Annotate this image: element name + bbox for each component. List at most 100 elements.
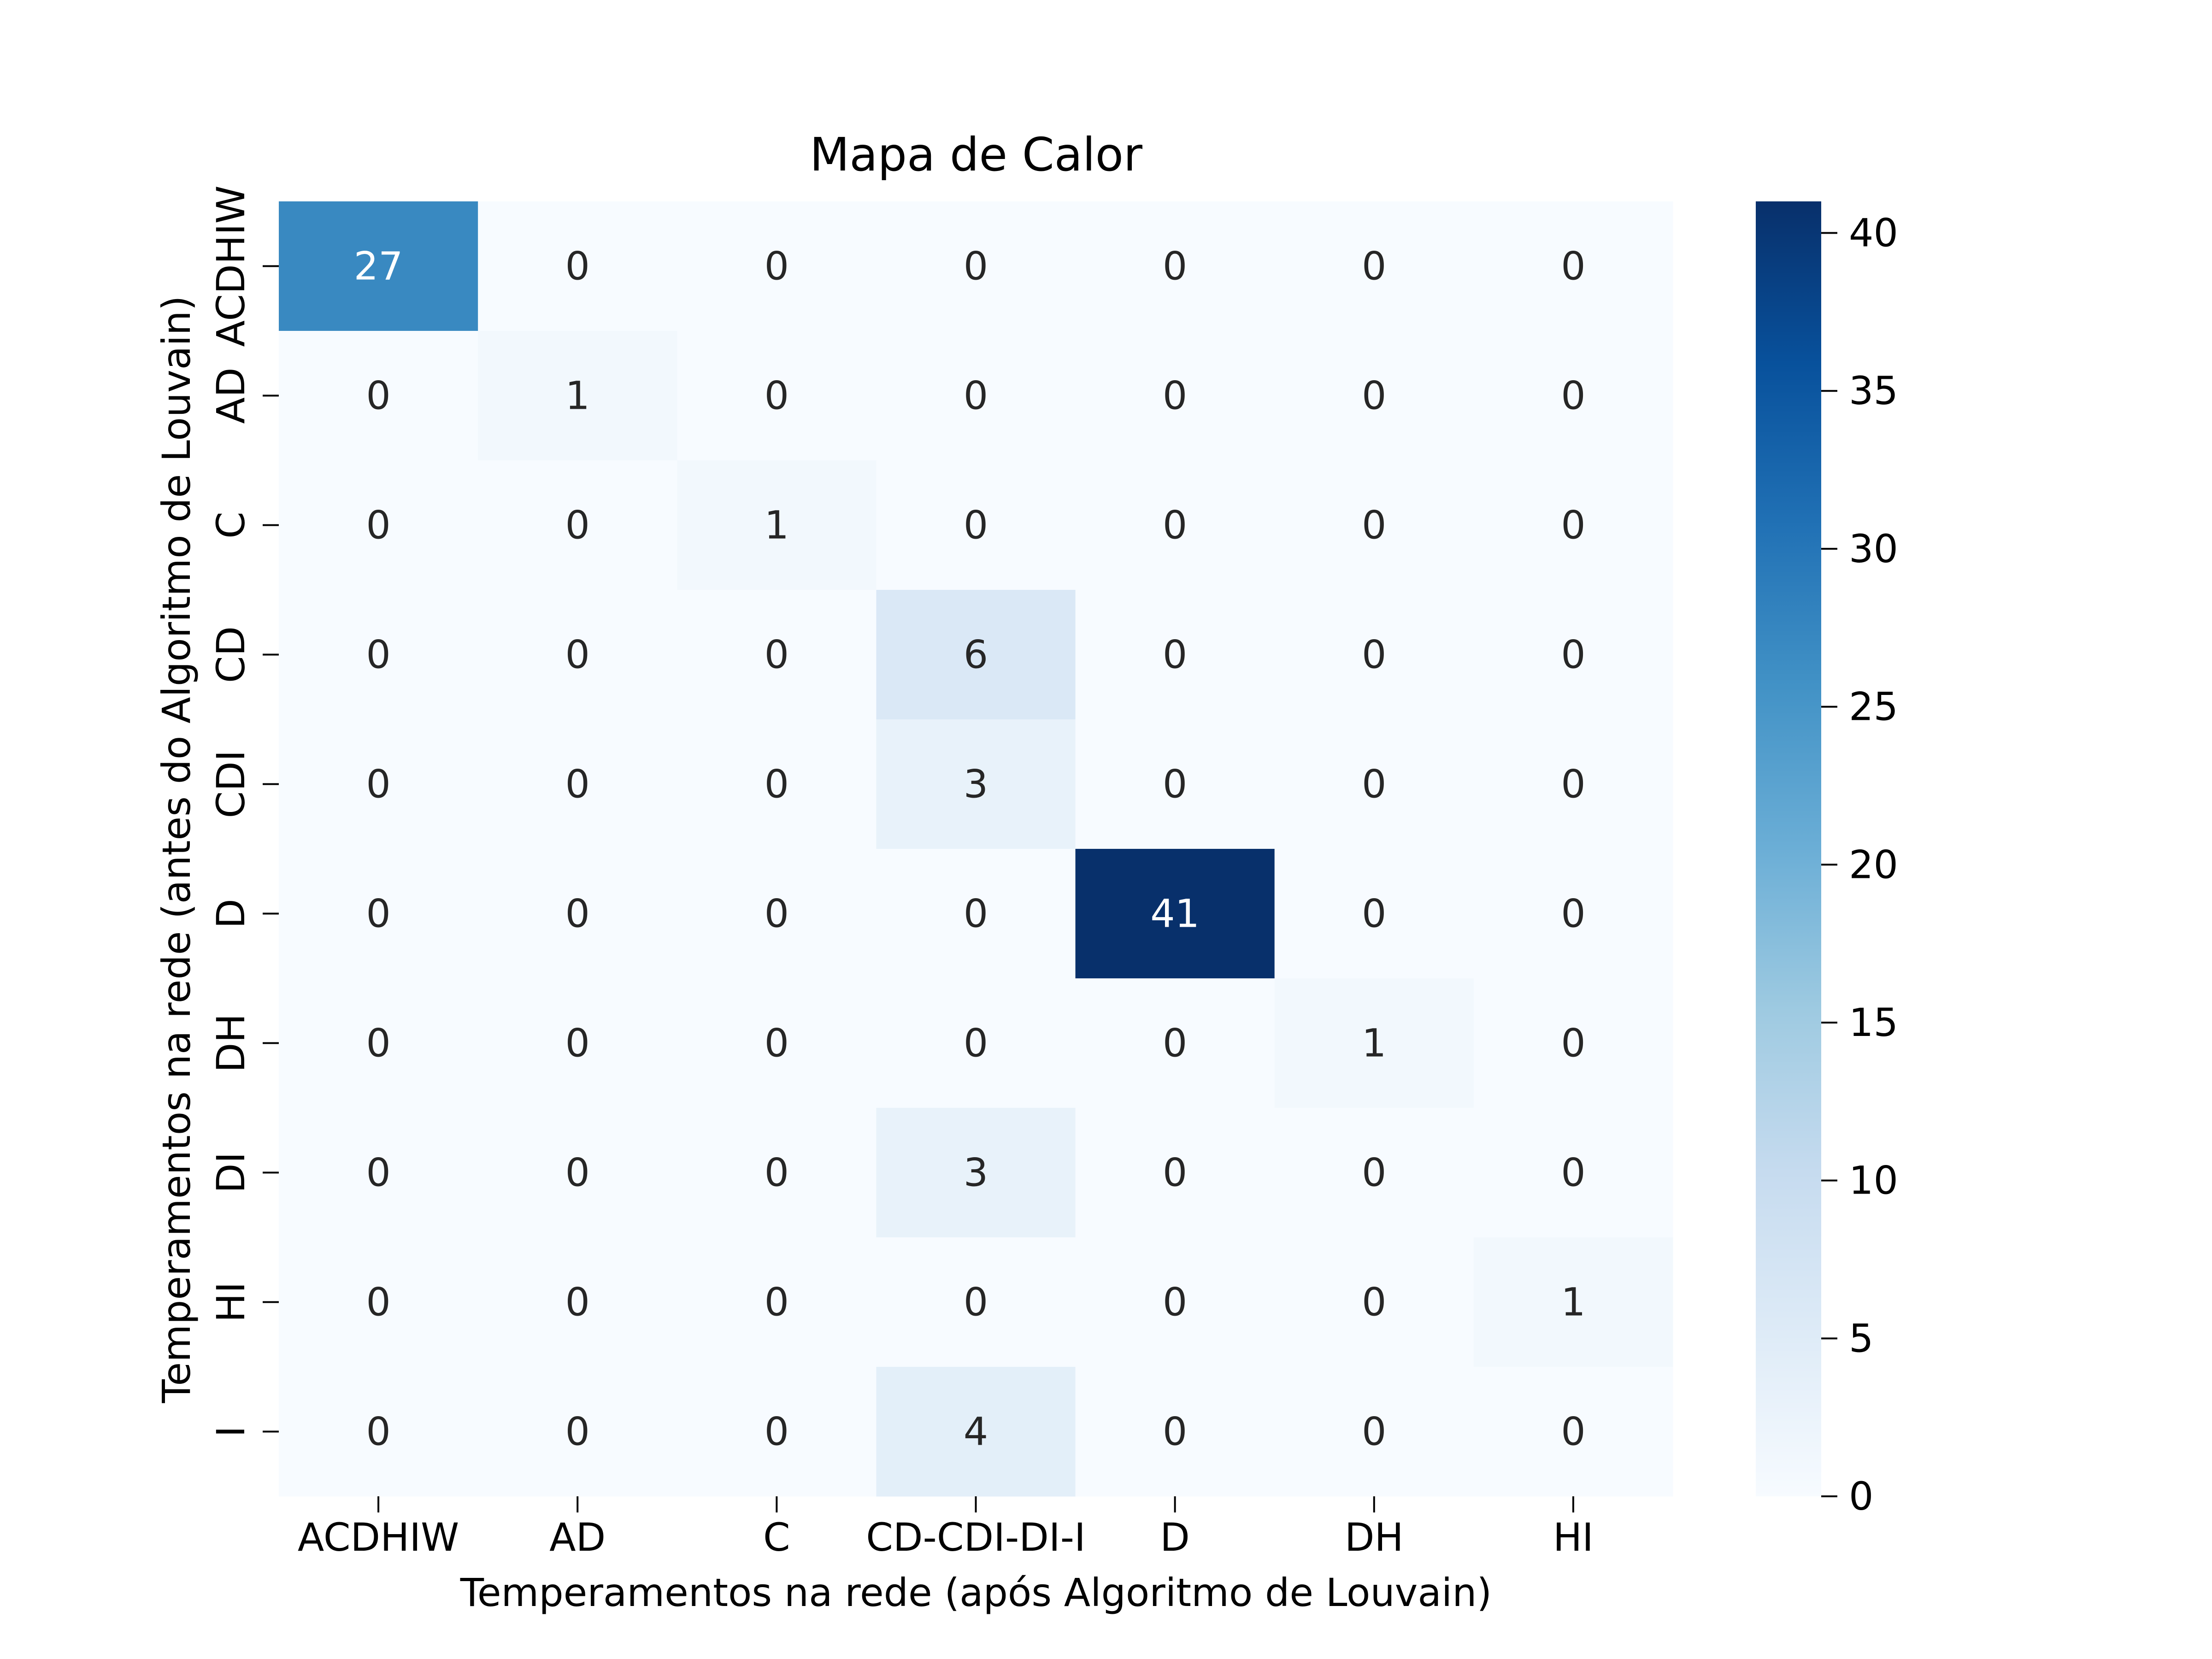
cell-value-label: 0 [765,1021,789,1066]
heatmap-cell [1075,849,1275,979]
heatmap-cell [478,1237,677,1367]
cell-value-label: 0 [1561,373,1585,418]
x-tick-label: D [1160,1515,1190,1560]
heatmap-cell [1274,331,1474,461]
x-tick-label: DH [1345,1515,1404,1560]
cell-value-label: 0 [1362,632,1386,677]
cell-value-label: 3 [964,1150,988,1195]
cell-value-label: 0 [366,1150,390,1195]
cell-value-label: 0 [1561,891,1585,936]
heatmap-cell [1473,849,1673,979]
cell-value-label: 0 [565,503,589,548]
y-tick-label: D [208,899,253,929]
cell-value-label: 0 [1163,1150,1187,1195]
heatmap-cell [1274,978,1474,1108]
heatmap-cell [478,719,677,849]
heatmap-cell [876,978,1076,1108]
heatmap-cell [478,1367,677,1497]
y-tick-label: ACDHIW [208,185,253,347]
heatmap-cell [279,978,478,1108]
heatmap-cell [876,719,1076,849]
heatmap-cell [1075,1108,1275,1238]
cell-value-label: 0 [366,373,390,418]
heatmap-cell [1274,849,1474,979]
heatmap-cells [279,201,1673,1497]
heatmap-cell [1274,719,1474,849]
cell-value-label: 0 [565,762,589,807]
y-tick-label: DH [208,1014,253,1073]
cell-value-label: 0 [1163,373,1187,418]
cell-value-label: 0 [964,503,988,548]
cell-value-label: 0 [366,1409,390,1454]
heatmap-cell [279,849,478,979]
cell-value-label: 0 [1561,762,1585,807]
colorbar-tick-label: 15 [1849,1000,1898,1045]
cell-value-label: 0 [1561,503,1585,548]
colorbar-tick-label: 5 [1849,1316,1873,1361]
cell-value-label: 0 [765,1409,789,1454]
heatmap-cell [1473,331,1673,461]
heatmap-cell [1274,201,1474,331]
cell-value-label: 6 [964,632,988,677]
cell-value-label: 0 [1561,1409,1585,1454]
colorbar-tick-label: 30 [1849,526,1898,571]
heatmap-cell [1075,719,1275,849]
cell-value-label: 4 [964,1409,988,1454]
heatmap-cell [876,849,1076,979]
cell-value-label: 0 [565,891,589,936]
cell-value-label: 0 [1362,1150,1386,1195]
heatmap-cell [1473,719,1673,849]
heatmap-cell [1473,1108,1673,1238]
heatmap-cell [279,201,478,331]
cell-value-label: 0 [1362,1409,1386,1454]
cell-value-label: 0 [1561,1150,1585,1195]
cell-value-label: 0 [1163,632,1187,677]
heatmap-cell [478,1108,677,1238]
cell-value-label: 0 [1362,373,1386,418]
heatmap-cell [1075,331,1275,461]
y-tick-label: CDI [208,750,253,818]
cell-value-label: 0 [1163,762,1187,807]
cell-value-label: 1 [1561,1280,1585,1325]
x-tick-label: HI [1553,1515,1594,1560]
y-tick-label: CD [208,626,253,683]
heatmap-cell [677,460,877,590]
heatmap-cell [1075,201,1275,331]
x-tick-label: AD [549,1515,606,1560]
cell-value-label: 0 [1362,1280,1386,1325]
heatmap-cell [677,1367,877,1497]
cell-value-label: 0 [765,762,789,807]
chart-title: Mapa de Calor [810,128,1143,182]
cell-value-label: 0 [1163,1021,1187,1066]
x-tick-label: C [763,1515,790,1560]
heatmap-cell [279,331,478,461]
cell-value-label: 0 [765,373,789,418]
cell-value-label: 0 [366,1021,390,1066]
cell-value-label: 0 [964,373,988,418]
cell-value-label: 41 [1150,891,1200,936]
cell-value-label: 0 [366,891,390,936]
heatmap-cell [1274,590,1474,720]
cell-value-label: 0 [565,1021,589,1066]
cell-value-label: 0 [1362,762,1386,807]
heatmap-cell [1274,1108,1474,1238]
y-tick-label: DI [208,1152,253,1193]
x-tick-label: ACDHIW [298,1515,459,1560]
cell-value-label: 0 [366,1280,390,1325]
heatmap-cell [677,201,877,331]
heatmap-cell [876,460,1076,590]
cell-value-label: 0 [765,891,789,936]
cell-value-label: 0 [1163,1280,1187,1325]
heatmap-cell [279,1367,478,1497]
cell-value-label: 0 [366,762,390,807]
heatmap-cell [478,460,677,590]
heatmap-cell [478,849,677,979]
cell-value-label: 0 [1362,503,1386,548]
heatmap-cell [677,719,877,849]
cell-value-label: 1 [765,503,789,548]
colorbar-tick-label: 0 [1849,1474,1873,1519]
cell-value-label: 0 [765,1150,789,1195]
cell-value-label: 1 [1362,1021,1386,1066]
heatmap-cell [1473,1237,1673,1367]
